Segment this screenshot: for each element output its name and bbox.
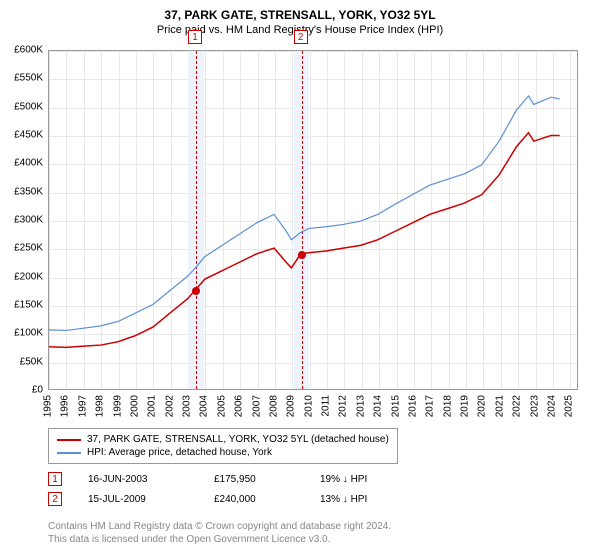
series-lines	[49, 51, 577, 389]
x-tick-label: 2010	[303, 395, 314, 417]
x-tick-label: 2009	[286, 395, 297, 417]
x-tick-label: 2005	[216, 395, 227, 417]
marker-row-price: £175,950	[214, 474, 294, 485]
x-tick-label: 2007	[251, 395, 262, 417]
marker-point	[298, 251, 306, 259]
x-tick-label: 2021	[494, 395, 505, 417]
y-tick-label: £200K	[3, 271, 43, 282]
y-tick-label: £550K	[3, 73, 43, 84]
y-tick-label: £0	[3, 385, 43, 396]
marker-badge: 1	[188, 30, 202, 44]
y-tick-label: £600K	[3, 45, 43, 56]
y-tick-label: £250K	[3, 243, 43, 254]
x-tick-label: 1997	[77, 395, 88, 417]
x-tick-label: 2002	[164, 395, 175, 417]
marker-row: 1 16-JUN-2003 £175,950 19% ↓ HPI	[48, 472, 420, 486]
legend-swatch	[57, 439, 81, 441]
legend-label: 37, PARK GATE, STRENSALL, YORK, YO32 5YL…	[87, 434, 389, 445]
marker-point	[192, 287, 200, 295]
x-tick-label: 2015	[390, 395, 401, 417]
y-tick-label: £350K	[3, 186, 43, 197]
x-tick-label: 2024	[546, 395, 557, 417]
x-tick-label: 2006	[234, 395, 245, 417]
legend-item: 37, PARK GATE, STRENSALL, YORK, YO32 5YL…	[57, 433, 389, 446]
footnote: Contains HM Land Registry data © Crown c…	[48, 520, 391, 546]
x-tick-label: 2022	[512, 395, 523, 417]
x-tick-label: 2008	[268, 395, 279, 417]
x-tick-label: 2004	[199, 395, 210, 417]
chart-area: £0£50K£100K£150K£200K£250K£300K£350K£400…	[48, 50, 578, 390]
marker-row-date: 16-JUN-2003	[88, 474, 188, 485]
y-tick-label: £450K	[3, 130, 43, 141]
marker-badge: 2	[294, 30, 308, 44]
y-tick-label: £300K	[3, 215, 43, 226]
series-line	[49, 133, 560, 348]
plot-region	[48, 50, 578, 390]
chart-container: 37, PARK GATE, STRENSALL, YORK, YO32 5YL…	[0, 0, 600, 560]
x-tick-label: 1996	[60, 395, 71, 417]
y-tick-label: £400K	[3, 158, 43, 169]
legend-item: HPI: Average price, detached house, York	[57, 446, 389, 459]
chart-title: 37, PARK GATE, STRENSALL, YORK, YO32 5YL	[0, 0, 600, 24]
x-tick-label: 2020	[477, 395, 488, 417]
x-tick-label: 2023	[529, 395, 540, 417]
x-tick-label: 2025	[564, 395, 575, 417]
marker-row: 2 15-JUL-2009 £240,000 13% ↓ HPI	[48, 492, 420, 506]
y-tick-label: £500K	[3, 101, 43, 112]
footnote-line2: This data is licensed under the Open Gov…	[48, 533, 391, 546]
legend-label: HPI: Average price, detached house, York	[87, 447, 272, 458]
y-tick-label: £150K	[3, 300, 43, 311]
x-tick-label: 1995	[43, 395, 54, 417]
x-tick-label: 1999	[112, 395, 123, 417]
x-tick-label: 2019	[460, 395, 471, 417]
markers-table: 1 16-JUN-2003 £175,950 19% ↓ HPI 2 15-JUL-200…	[48, 472, 420, 512]
marker-row-diff: 13% ↓ HPI	[320, 494, 420, 505]
x-tick-label: 2018	[442, 395, 453, 417]
legend: 37, PARK GATE, STRENSALL, YORK, YO32 5YL…	[48, 428, 398, 464]
x-tick-label: 2014	[373, 395, 384, 417]
x-tick-label: 2000	[129, 395, 140, 417]
x-tick-label: 2011	[321, 395, 332, 417]
marker-row-price: £240,000	[214, 494, 294, 505]
marker-row-diff: 19% ↓ HPI	[320, 474, 420, 485]
x-tick-label: 2003	[182, 395, 193, 417]
x-tick-label: 2001	[147, 395, 158, 417]
x-tick-label: 2016	[407, 395, 418, 417]
x-tick-label: 1998	[95, 395, 106, 417]
series-line	[49, 96, 560, 330]
x-tick-label: 2017	[425, 395, 436, 417]
x-tick-label: 2012	[338, 395, 349, 417]
marker-row-badge: 2	[48, 492, 62, 506]
marker-row-date: 15-JUL-2009	[88, 494, 188, 505]
x-tick-label: 2013	[355, 395, 366, 417]
footnote-line1: Contains HM Land Registry data © Crown c…	[48, 520, 391, 533]
y-tick-label: £50K	[3, 356, 43, 367]
marker-row-badge: 1	[48, 472, 62, 486]
y-tick-label: £100K	[3, 328, 43, 339]
legend-swatch	[57, 452, 81, 454]
